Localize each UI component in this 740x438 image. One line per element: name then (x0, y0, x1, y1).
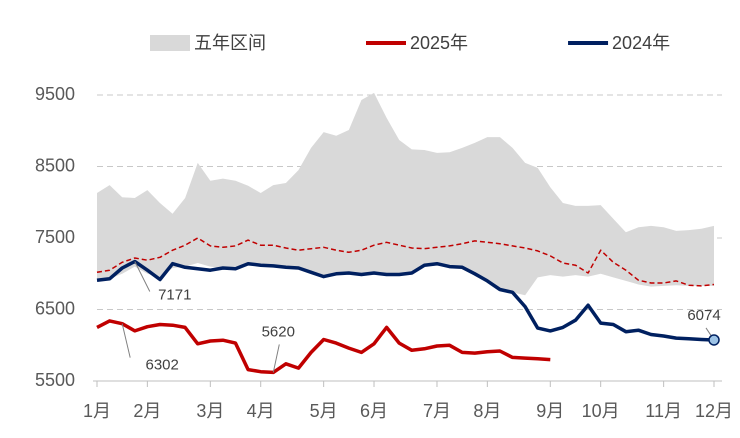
label-leader (134, 261, 151, 292)
series-line (96, 259, 715, 342)
y-tick-label: 9500 (35, 84, 75, 104)
data-label: 6302 (145, 357, 178, 374)
x-tick-label: 8月 (473, 401, 501, 421)
x-tick-label: 1月 (83, 401, 111, 421)
legend-label: 五年区间 (194, 33, 266, 53)
x-tick-label: 6月 (360, 401, 388, 421)
y-tick-label: 5500 (35, 370, 75, 390)
y-tick-label: 8500 (35, 155, 75, 175)
x-tick-label: 10月 (582, 401, 620, 421)
legend-swatch (150, 35, 190, 51)
x-tick-label: 11月 (645, 401, 682, 421)
data-label: 6074 (687, 307, 720, 324)
x-tick-label: 5月 (310, 401, 338, 421)
x-tick-label: 9月 (536, 401, 564, 421)
x-tick-label: 7月 (423, 401, 451, 421)
label-leader (272, 344, 280, 373)
legend-label: 2025年 (410, 33, 468, 53)
x-tick-label: 2月 (133, 401, 161, 421)
label-leader (121, 323, 131, 358)
data-label: 7171 (158, 286, 191, 303)
y-tick-label: 7500 (35, 227, 75, 247)
average-line (96, 237, 715, 287)
range-band (97, 92, 714, 296)
end-marker (708, 334, 720, 346)
x-tick-label: 4月 (247, 401, 275, 421)
y-tick-label: 6500 (35, 298, 75, 318)
series-line (96, 319, 551, 375)
data-label: 5620 (262, 323, 295, 340)
legend-label: 2024年 (612, 33, 670, 53)
x-tick-label: 12月 (695, 401, 733, 421)
x-tick-label: 3月 (196, 401, 224, 421)
